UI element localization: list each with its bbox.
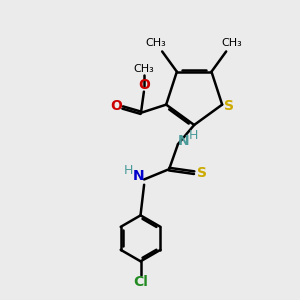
Text: Cl: Cl [133,274,148,289]
Text: CH₃: CH₃ [222,38,243,48]
Text: S: S [197,166,207,180]
Text: CH₃: CH₃ [146,38,166,48]
Text: N: N [133,169,145,183]
Text: O: O [138,78,150,92]
Text: H: H [188,129,198,142]
Text: O: O [110,99,122,113]
Text: H: H [124,164,134,177]
Text: CH₃: CH₃ [134,64,154,74]
Text: N: N [178,134,189,148]
Text: S: S [224,99,234,113]
